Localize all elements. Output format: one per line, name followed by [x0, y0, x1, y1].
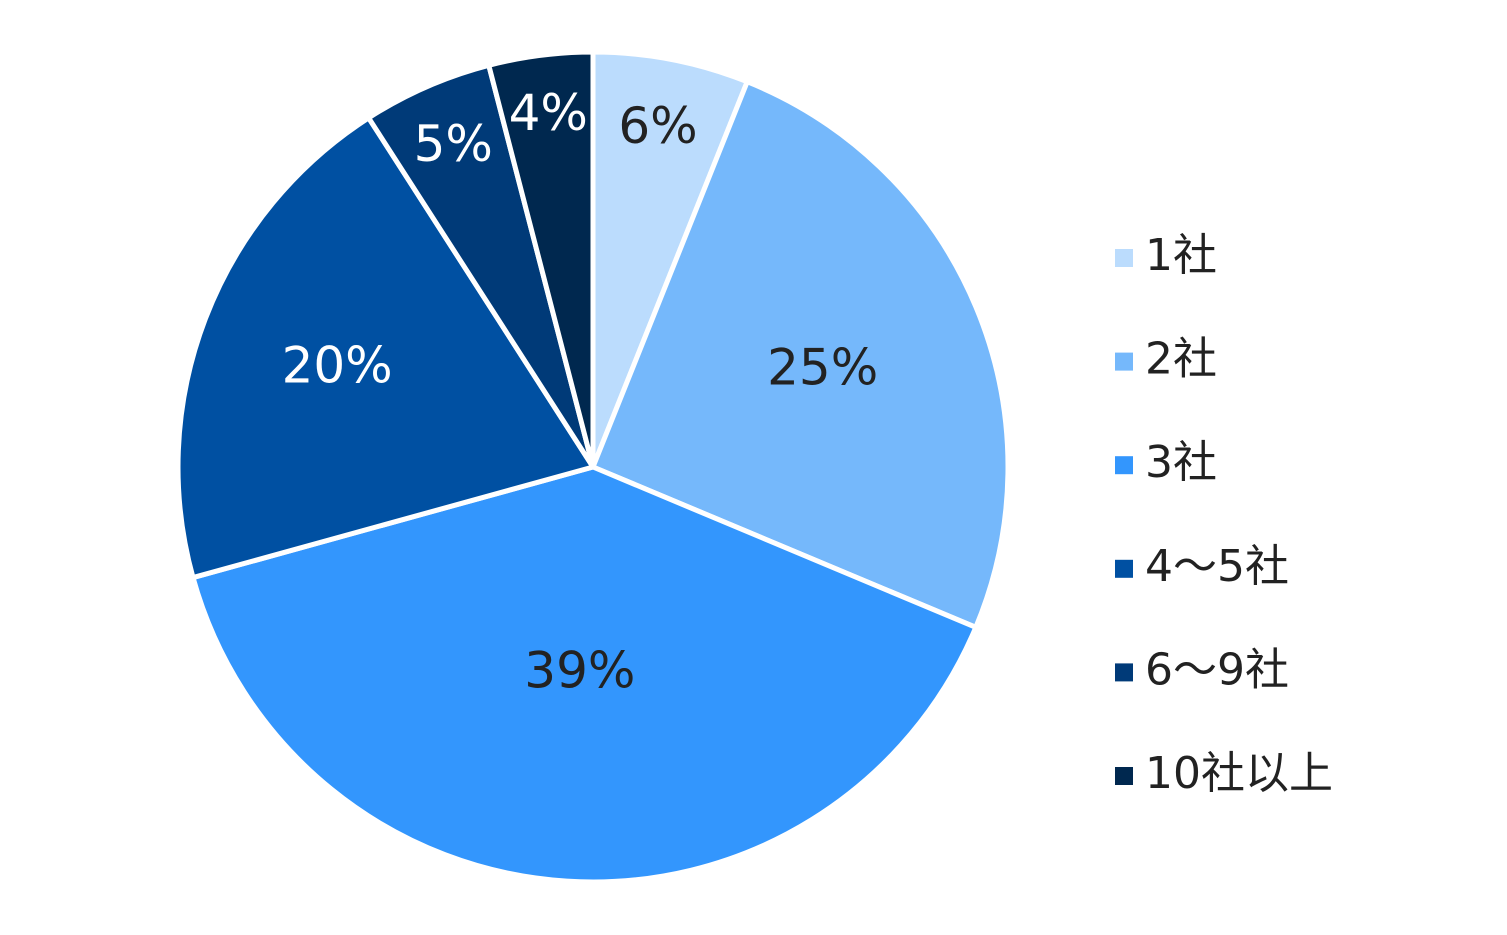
legend-label: 4～5社: [1145, 541, 1289, 592]
data-label: 4%: [509, 84, 588, 142]
pie-slice: [590, 79, 1011, 630]
data-label: 5%: [414, 115, 493, 173]
legend-label: 1社: [1145, 230, 1217, 281]
legend-label: 10社以上: [1145, 748, 1333, 799]
legend-swatch: [1115, 352, 1133, 371]
legend-label: 3社: [1145, 437, 1217, 488]
pie-slice: [175, 115, 596, 581]
data-label: 6%: [618, 97, 697, 155]
legend-swatch: [1115, 456, 1133, 475]
legend-swatch: [1115, 249, 1133, 267]
data-label: 39%: [524, 642, 635, 700]
legend-label: 6～9社: [1145, 644, 1289, 695]
pie-slice: [486, 49, 596, 470]
data-label: 20%: [282, 337, 393, 395]
pie-slice: [590, 49, 750, 470]
legend-swatch: [1115, 559, 1133, 578]
legend-label: 2社: [1145, 334, 1217, 385]
legend-swatch: [1115, 767, 1133, 785]
pie-slice: [190, 464, 979, 885]
legend-swatch: [1115, 663, 1133, 682]
data-label: 25%: [767, 338, 878, 396]
